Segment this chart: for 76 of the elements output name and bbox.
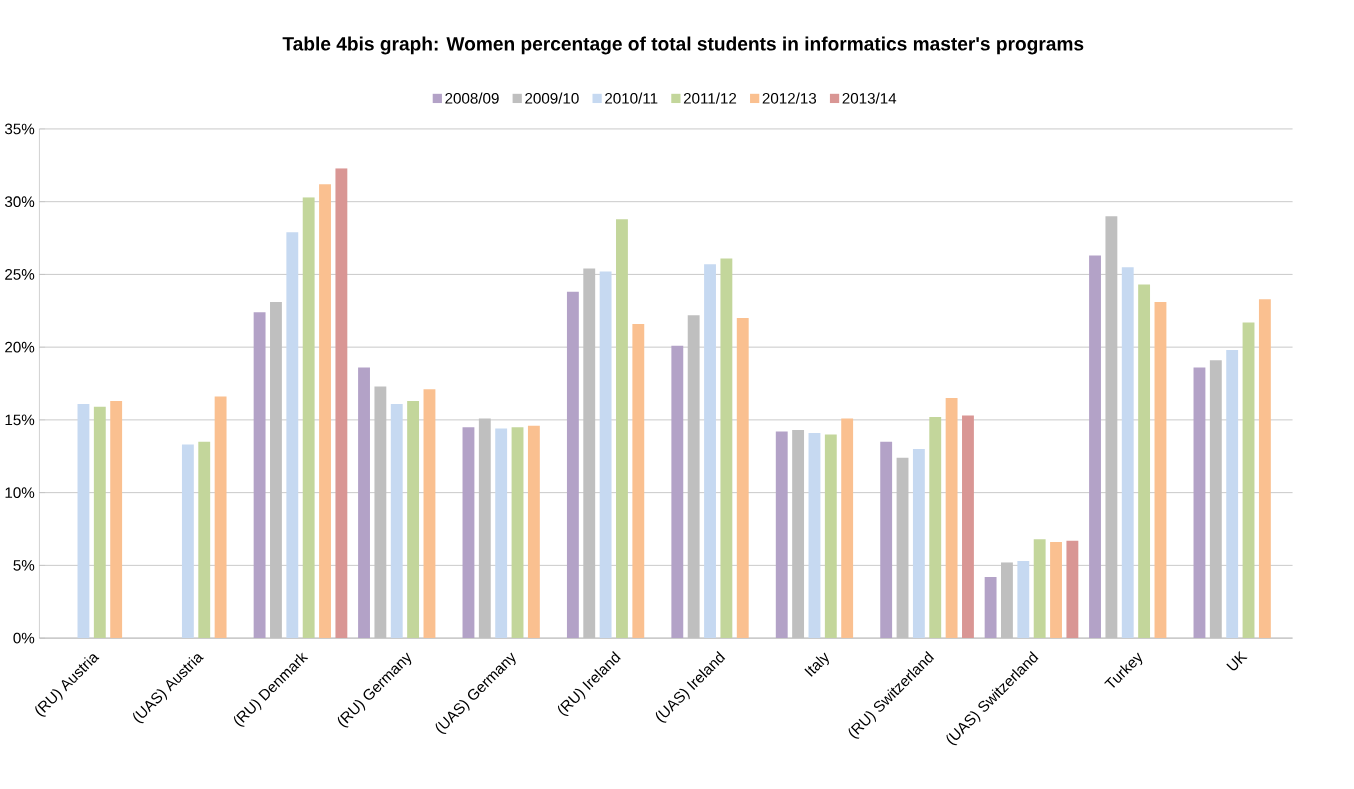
- bar: [880, 441, 893, 638]
- bar: [1121, 266, 1134, 638]
- bar: [77, 403, 90, 638]
- bar: [1089, 255, 1101, 638]
- bar: [929, 416, 942, 638]
- bar: [912, 448, 925, 638]
- legend-label: 2011/12: [683, 92, 737, 104]
- legend-label: 2013/14: [842, 92, 897, 104]
- bar: [390, 403, 403, 638]
- bar: [527, 425, 540, 638]
- bar: [945, 397, 958, 638]
- bar: [270, 301, 282, 638]
- y-tick-label: 35%: [4, 123, 35, 135]
- bar: [1226, 349, 1239, 638]
- bar: [511, 426, 524, 638]
- bar: [632, 323, 645, 638]
- bar: [1193, 367, 1206, 638]
- bar: [478, 418, 491, 638]
- y-tick-label: 5%: [13, 559, 35, 571]
- x-tick-label: Italy: [804, 652, 829, 677]
- bar: [962, 415, 974, 638]
- bar: [423, 389, 436, 638]
- bar: [110, 400, 123, 638]
- bar: [181, 444, 194, 638]
- bar: [704, 263, 716, 638]
- bar: [462, 426, 475, 638]
- legend-label: 2009/10: [525, 92, 579, 104]
- y-tick-label: 10%: [5, 487, 35, 498]
- bar: [358, 367, 370, 638]
- legend-label: 2010/11: [605, 92, 658, 104]
- legend-label: 2008/09: [445, 92, 499, 104]
- bar: [1033, 538, 1046, 638]
- bar: [824, 434, 837, 638]
- bar: [93, 406, 106, 638]
- y-tick-label: 20%: [5, 341, 35, 353]
- bar: [253, 312, 266, 638]
- bar: [671, 345, 684, 638]
- bar: [1242, 322, 1255, 638]
- bar: [319, 183, 331, 638]
- bar: [198, 441, 211, 638]
- bar: [1138, 284, 1151, 638]
- bar: [599, 271, 612, 638]
- chart-title: Table 4bis graph: Women percentage of total students in informatics master's programs: [282, 36, 1084, 55]
- bar: [896, 457, 909, 638]
- bar: [720, 258, 733, 638]
- bar: [286, 231, 299, 638]
- bar: [374, 386, 387, 638]
- bar: [1001, 562, 1013, 638]
- bar: [616, 218, 628, 638]
- y-tick-label: 30%: [4, 196, 35, 207]
- bar: [1050, 541, 1062, 638]
- bar: [407, 400, 420, 638]
- y-tick-label: 25%: [5, 268, 35, 280]
- bar: [1017, 560, 1030, 638]
- bar: [1209, 360, 1222, 638]
- bar: [1066, 540, 1079, 638]
- y-tick-label: 15%: [5, 414, 35, 425]
- bar: [808, 432, 821, 638]
- x-tick-label: UK: [1226, 650, 1248, 671]
- bar: [302, 197, 315, 638]
- legend-label: 2012/13: [762, 92, 817, 104]
- bar: [736, 317, 749, 638]
- bar: [583, 268, 596, 638]
- bar: [841, 418, 854, 638]
- bar: [1154, 301, 1167, 638]
- bar: [984, 576, 997, 638]
- bar: [335, 167, 348, 638]
- y-tick-label: 0%: [13, 632, 35, 644]
- bar: [1105, 215, 1118, 638]
- bar: [792, 429, 805, 638]
- bar: [687, 314, 700, 638]
- bar: [214, 396, 227, 638]
- bar: [775, 431, 788, 638]
- bar: [495, 428, 508, 638]
- bar: [566, 291, 579, 638]
- bar: [1258, 298, 1271, 638]
